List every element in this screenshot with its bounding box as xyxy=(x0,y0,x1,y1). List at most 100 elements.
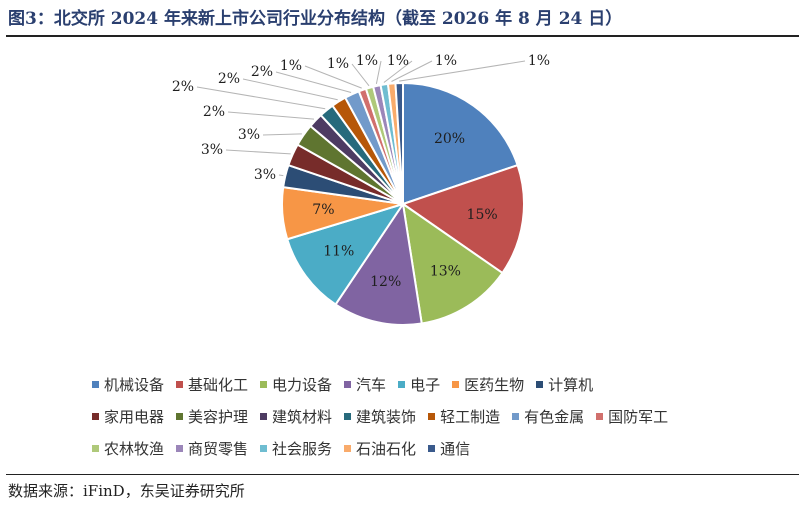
leader-line-11 xyxy=(196,86,326,110)
legend-label: 汽车 xyxy=(356,375,387,394)
figure-title: 图3：北交所 2024 年来新上市公司行业分布结构（截至 2026 年 8 月 … xyxy=(8,9,623,29)
legend-label: 社会服务 xyxy=(272,439,333,458)
leader-lines xyxy=(196,60,526,177)
legend-item: 农林牧渔 xyxy=(92,438,164,459)
legend-label: 基础化工 xyxy=(188,375,249,394)
legend-item: 计算机 xyxy=(536,374,593,395)
source-note: 数据来源：iFinD，东吴证券研究所 xyxy=(8,482,245,500)
pie-chart: 20% 15% 13% 12% 11% 7% 3% 3% 3% 2% 2% 2% 2% 1% 1% 1% 1% 1… xyxy=(172,53,550,326)
data-label-13: 2% xyxy=(251,64,273,80)
data-label-14: 1% xyxy=(280,58,302,74)
legend-label: 建筑装饰 xyxy=(356,407,417,426)
legend-label: 电力设备 xyxy=(272,375,333,394)
legend-swatch xyxy=(260,412,268,420)
leader-line-15 xyxy=(351,63,370,87)
legend-item: 美容护理 xyxy=(176,406,248,427)
footer-rule xyxy=(6,474,799,475)
data-label-5: 11% xyxy=(323,244,354,260)
title-rule xyxy=(6,35,799,37)
leader-line-16 xyxy=(375,60,382,84)
pie-slice-2 xyxy=(400,163,525,275)
legend-label: 计算机 xyxy=(548,375,594,394)
leader-line-9 xyxy=(262,133,302,136)
legend-label: 电子 xyxy=(410,375,441,394)
legend-item: 国防军工 xyxy=(596,406,668,427)
legend-row: 农林牧渔 商贸零售 社会服务 石油石化 通信 xyxy=(92,432,772,464)
data-label-10: 2% xyxy=(203,104,225,120)
data-label-6: 7% xyxy=(312,202,334,218)
data-label-3: 13% xyxy=(430,264,461,280)
legend-swatch xyxy=(176,380,184,388)
data-label-12: 2% xyxy=(218,71,240,87)
chart-legend: 机械设备 基础化工 电力设备 汽车 电子 医药生物 计算机家用电器 美容护理 建筑材料 建筑装饰 轻… xyxy=(92,368,772,464)
legend-item: 电力设备 xyxy=(260,374,332,395)
data-label-8: 3% xyxy=(201,142,223,158)
legend-item: 社会服务 xyxy=(260,438,332,459)
legend-item: 汽车 xyxy=(344,374,386,395)
data-label-2: 15% xyxy=(467,207,498,223)
leader-line-10 xyxy=(227,111,315,120)
legend-swatch xyxy=(92,412,99,420)
legend-label: 有色金属 xyxy=(524,407,585,426)
data-label-7: 3% xyxy=(254,167,276,183)
legend-item: 医药生物 xyxy=(452,374,524,395)
legend-item: 商贸零售 xyxy=(176,438,248,459)
legend-item: 电子 xyxy=(398,374,440,395)
legend-swatch xyxy=(92,380,99,388)
legend-label: 建筑材料 xyxy=(272,407,333,426)
pie-slice-5 xyxy=(285,202,406,306)
pie-slice-19 xyxy=(394,81,404,205)
legend-swatch xyxy=(428,444,436,452)
leader-line-19 xyxy=(399,60,526,82)
data-label-16: 1% xyxy=(356,53,378,69)
legend-item: 石油石化 xyxy=(344,438,416,459)
pie-slices xyxy=(280,81,525,326)
legend-swatch xyxy=(398,380,406,388)
legend-item: 建筑材料 xyxy=(260,406,332,427)
pie-slice-3 xyxy=(401,201,504,325)
legend-item: 有色金属 xyxy=(512,406,584,427)
legend-swatch xyxy=(92,444,99,452)
legend-label: 国防军工 xyxy=(608,407,669,426)
legend-swatch xyxy=(176,412,184,420)
legend-row: 机械设备 基础化工 电力设备 汽车 电子 医药生物 计算机 xyxy=(92,368,772,400)
legend-row: 家用电器 美容护理 建筑材料 建筑装饰 轻工制造 有色金属 国防军工 xyxy=(92,400,772,432)
legend-label: 机械设备 xyxy=(104,375,165,394)
legend-label: 石油石化 xyxy=(356,439,417,458)
data-label-9: 3% xyxy=(238,127,260,143)
legend-item: 轻工制造 xyxy=(428,406,500,427)
data-label-4: 12% xyxy=(370,274,401,290)
leader-line-14 xyxy=(304,65,362,89)
legend-label: 轻工制造 xyxy=(440,407,501,426)
legend-label: 通信 xyxy=(440,439,471,458)
leader-line-7 xyxy=(278,174,284,177)
legend-swatch xyxy=(512,412,520,420)
data-label-11: 2% xyxy=(172,79,194,95)
legend-item: 家用电器 xyxy=(92,406,164,427)
legend-item: 通信 xyxy=(428,438,470,459)
data-label-15: 1% xyxy=(327,56,349,72)
legend-label: 商贸零售 xyxy=(188,439,249,458)
legend-item: 建筑装饰 xyxy=(344,406,416,427)
legend-item: 机械设备 xyxy=(92,374,164,395)
legend-swatch xyxy=(428,412,436,420)
data-label-19: 1% xyxy=(528,53,550,69)
leader-line-18 xyxy=(391,60,433,82)
data-labels: 20% 15% 13% 12% 11% 7% 3% 3% 3% 2% 2% 2% 2% 1% 1% 1% 1% 1… xyxy=(172,53,550,290)
legend-swatch xyxy=(260,380,268,388)
data-label-17: 1% xyxy=(387,53,409,69)
legend-swatch xyxy=(452,380,460,388)
legend-label: 医药生物 xyxy=(464,375,525,394)
legend-swatch xyxy=(260,444,268,452)
legend-swatch xyxy=(344,380,352,388)
leader-line-17 xyxy=(383,60,413,83)
legend-swatch xyxy=(596,412,604,420)
legend-label: 家用电器 xyxy=(104,407,165,426)
legend-swatch xyxy=(344,444,352,452)
leader-line-8 xyxy=(225,149,291,155)
pie-slice-4 xyxy=(334,201,423,326)
leader-line-12 xyxy=(242,78,338,101)
legend-label: 农林牧渔 xyxy=(104,439,165,458)
legend-swatch xyxy=(536,380,544,388)
data-label-18: 1% xyxy=(435,53,457,69)
